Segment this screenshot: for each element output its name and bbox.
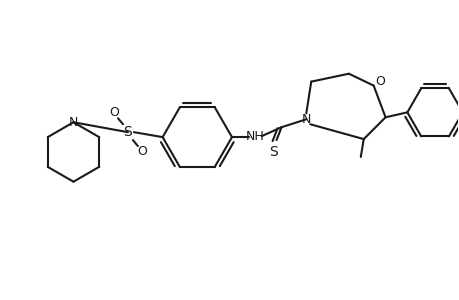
- Text: O: O: [137, 146, 146, 158]
- Text: O: O: [375, 75, 385, 88]
- Text: N: N: [69, 116, 78, 129]
- Text: S: S: [123, 125, 132, 139]
- Text: O: O: [109, 106, 119, 119]
- Text: S: S: [269, 145, 277, 159]
- Text: N: N: [301, 113, 310, 126]
- Text: NH: NH: [245, 130, 263, 142]
